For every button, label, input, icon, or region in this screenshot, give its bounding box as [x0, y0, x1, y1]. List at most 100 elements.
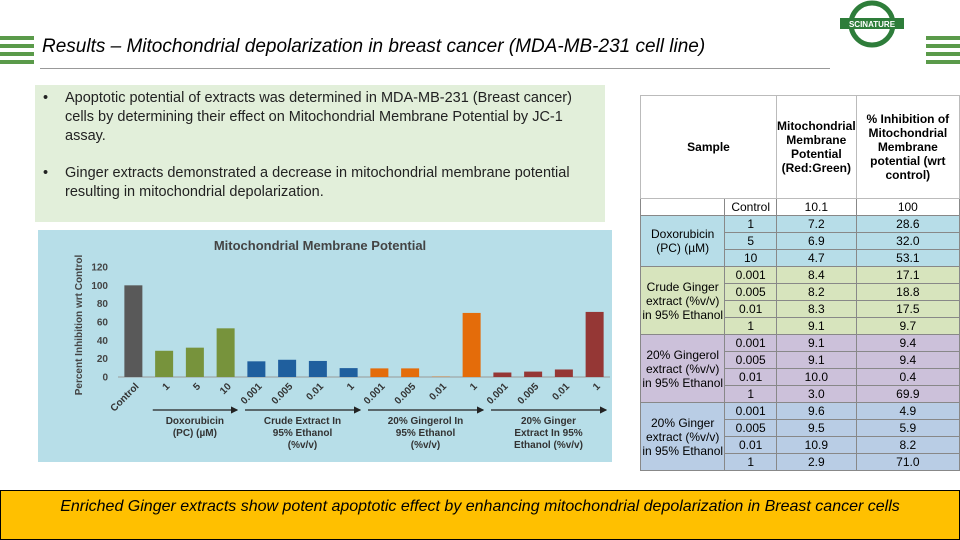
group-label: (%v/v) — [288, 440, 317, 451]
table-cell: 10.0 — [775, 368, 857, 386]
data-table: Sample Mitochondrial Membrane Potential (… — [639, 95, 960, 471]
bar — [462, 312, 481, 377]
table-row: 10 4.7 53.1 — [641, 249, 960, 267]
table-cell: 8.4 — [775, 266, 857, 284]
table-cell: 9.7 — [855, 317, 960, 335]
table-row: Sample Mitochondrial Membrane Potential (… — [640, 95, 960, 199]
group-label: 20% Ginger — [521, 416, 576, 427]
sample-cell: 20% Gingerol extract (%v/v) in 95% Ethan… — [639, 334, 726, 403]
table-row: Control 10.1 100 — [639, 198, 960, 216]
bar — [185, 347, 204, 377]
table-cell: 9.5 — [775, 419, 857, 437]
bar — [493, 372, 512, 377]
table-row: 0.01 10.0 0.4 — [641, 368, 960, 386]
sample-cell: Crude Ginger extract (%v/v) in 95% Ethan… — [639, 266, 726, 335]
empty-cell — [639, 198, 726, 216]
table-cell: 9.4 — [855, 351, 960, 369]
left-stripes — [0, 36, 34, 64]
table-cell: 0.005 — [724, 283, 777, 301]
group-label: Extract In 95% — [514, 428, 582, 439]
group-label: Crude Extract In — [264, 416, 341, 427]
table-cell: 8.2 — [775, 283, 857, 301]
group-label: Doxorubicin — [166, 416, 224, 427]
y-tick-label: 20 — [97, 354, 109, 365]
table-cell: 3.0 — [775, 385, 857, 403]
table-cell: 4.9 — [855, 402, 960, 420]
table-cell: 1 — [724, 215, 777, 233]
table-row: Crude Ginger extract (%v/v) in 95% Ethan… — [639, 266, 960, 335]
bar — [554, 369, 573, 377]
table-row: 20% Ginger extract (%v/v) in 95% Ethanol… — [639, 402, 960, 471]
table-cell: 10.1 — [775, 198, 857, 216]
group-label: (%v/v) — [411, 440, 440, 451]
table-cell: 1 — [724, 317, 777, 335]
table-cell: 7.2 — [775, 215, 857, 233]
y-tick-label: 0 — [102, 373, 108, 384]
header-cell: % Inhibition of Mitochondrial Membrane p… — [855, 95, 960, 199]
right-stripes — [926, 36, 960, 64]
table-cell: 0.4 — [855, 368, 960, 386]
table-cell: 17.5 — [855, 300, 960, 318]
table-cell: 9.1 — [775, 334, 857, 352]
table-cell: 1 — [724, 453, 777, 471]
table-cell: 0.001 — [724, 402, 777, 420]
table-cell: 17.1 — [855, 266, 960, 284]
header-cell: Sample — [640, 95, 777, 199]
table-cell: 9.1 — [775, 317, 857, 335]
table-cell: 9.1 — [775, 351, 857, 369]
bullet: Ginger extracts demonstrated a decrease … — [43, 164, 597, 202]
table-cell: 8.2 — [855, 436, 960, 454]
table-row: 5 6.9 32.0 — [641, 232, 960, 250]
group-label: Ethanol (%v/v) — [514, 440, 583, 451]
group-label: 95% Ethanol — [273, 428, 333, 439]
y-tick-label: 100 — [91, 281, 108, 292]
table-cell: 4.7 — [775, 249, 857, 267]
table-cell: 8.3 — [775, 300, 857, 318]
bullet: Apoptotic potential of extracts was dete… — [43, 89, 597, 146]
bar — [278, 359, 297, 377]
bar — [247, 361, 266, 377]
table-cell: 0.001 — [724, 266, 777, 284]
table-row: 1 9.1 9.7 — [641, 317, 960, 335]
bar — [339, 368, 358, 377]
table-cell: 28.6 — [855, 215, 960, 233]
table-cell: 0.01 — [724, 300, 777, 318]
group-label: 20% Gingerol In — [388, 416, 464, 427]
table-cell: 69.9 — [855, 385, 960, 403]
table-row: 1 2.9 71.0 — [641, 453, 960, 471]
table-cell: 71.0 — [855, 453, 960, 471]
chart-title: Mitochondrial Membrane Potential — [214, 238, 426, 253]
table-cell: 18.8 — [855, 283, 960, 301]
chart: Mitochondrial Membrane Potential Percent… — [38, 230, 612, 462]
table-cell: 5.9 — [855, 419, 960, 437]
sample-cell: Doxorubicin (PC) (µM) — [639, 215, 726, 267]
table-cell: 32.0 — [855, 232, 960, 250]
table-cell: 10.9 — [775, 436, 857, 454]
header-cell: Mitochondrial Membrane Potential (Red:Gr… — [775, 95, 857, 199]
title-rule — [40, 68, 830, 69]
slide-title: Results – Mitochondrial depolarization i… — [42, 36, 706, 57]
table-cell: 0.005 — [724, 351, 777, 369]
table-cell: 9.6 — [775, 402, 857, 420]
table-cell: 5 — [724, 232, 777, 250]
table-cell: 2.9 — [775, 453, 857, 471]
table-cell: Control — [724, 198, 777, 216]
table-cell: 10 — [724, 249, 777, 267]
table-row: 20% Gingerol extract (%v/v) in 95% Ethan… — [639, 334, 960, 403]
table-cell: 9.4 — [855, 334, 960, 352]
table-cell: 6.9 — [775, 232, 857, 250]
group-label: (PC) (µM) — [173, 428, 217, 439]
table-row: Doxorubicin (PC) (µM) 1 7.2 28.6 — [639, 215, 960, 267]
bar — [308, 360, 327, 377]
bar — [370, 368, 389, 377]
y-tick-label: 80 — [97, 299, 109, 310]
sample-cell: 20% Ginger extract (%v/v) in 95% Ethanol — [639, 402, 726, 471]
bar — [401, 368, 420, 377]
bar — [524, 371, 543, 377]
bar — [585, 311, 604, 377]
table-cell: 100 — [855, 198, 960, 216]
table-cell: 0.01 — [724, 436, 777, 454]
table-cell: 0.005 — [724, 419, 777, 437]
